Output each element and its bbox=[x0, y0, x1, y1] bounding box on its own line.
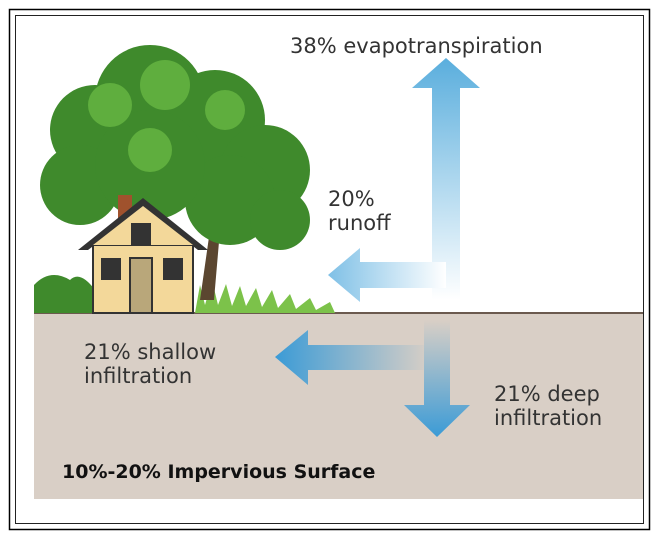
deep-infiltration-label: infiltration bbox=[494, 406, 602, 430]
runoff-label: runoff bbox=[328, 211, 391, 235]
shallow-infiltration-label: 21% shallow bbox=[84, 340, 216, 364]
bush bbox=[34, 275, 95, 313]
deep-infiltration-label: 21% deep bbox=[494, 382, 600, 406]
window bbox=[163, 258, 183, 280]
page: 38% evapotranspiration 20% runoff 21% sh… bbox=[0, 0, 652, 537]
evapotranspiration-label: 38% evapotranspiration bbox=[290, 34, 543, 58]
runoff-label: 20% bbox=[328, 187, 375, 211]
diagram: 38% evapotranspiration 20% runoff 21% sh… bbox=[0, 0, 652, 537]
shallow-infiltration-label: infiltration bbox=[84, 364, 192, 388]
window bbox=[131, 223, 151, 245]
caption: 10%-20% Impervious Surface bbox=[62, 461, 375, 483]
door bbox=[130, 258, 152, 313]
window bbox=[101, 258, 121, 280]
